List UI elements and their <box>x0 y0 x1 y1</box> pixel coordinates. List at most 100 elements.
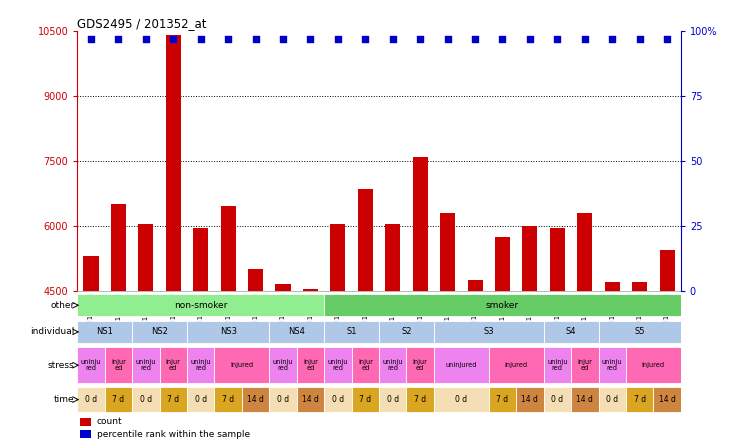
Text: uninju
red: uninju red <box>135 359 156 372</box>
Text: injur
ed: injur ed <box>111 359 126 372</box>
Point <box>579 36 591 43</box>
Bar <box>626 387 654 412</box>
Bar <box>324 387 352 412</box>
Bar <box>379 387 406 412</box>
Bar <box>297 387 324 412</box>
Bar <box>160 387 187 412</box>
Text: injured: injured <box>642 362 665 368</box>
Point <box>332 36 344 43</box>
Point <box>524 36 536 43</box>
Bar <box>598 347 626 383</box>
Bar <box>544 321 598 343</box>
Text: NS2: NS2 <box>151 327 168 337</box>
Point <box>277 36 289 43</box>
Text: uninju
red: uninju red <box>328 359 348 372</box>
Bar <box>626 347 681 383</box>
Text: uninju
red: uninju red <box>383 359 403 372</box>
Point <box>359 36 371 43</box>
Text: time: time <box>54 395 74 404</box>
Text: uninju
red: uninju red <box>547 359 567 372</box>
Bar <box>352 347 379 383</box>
Point <box>222 36 234 43</box>
Point <box>414 36 426 43</box>
Bar <box>187 321 269 343</box>
Text: 0 d: 0 d <box>140 395 152 404</box>
Bar <box>659 250 675 291</box>
Text: uninju
red: uninju red <box>602 359 623 372</box>
Bar <box>138 224 153 291</box>
Text: uninju
red: uninju red <box>273 359 293 372</box>
Text: injured: injured <box>230 362 253 368</box>
Bar <box>303 289 318 291</box>
Text: S4: S4 <box>566 327 576 337</box>
Point <box>140 36 152 43</box>
Bar <box>489 347 544 383</box>
Text: 0 d: 0 d <box>194 395 207 404</box>
Bar <box>330 224 345 291</box>
Point <box>606 36 618 43</box>
Text: S3: S3 <box>484 327 494 337</box>
Point <box>113 36 124 43</box>
Text: injur
ed: injur ed <box>413 359 428 372</box>
Bar <box>605 282 620 291</box>
Bar <box>598 321 681 343</box>
Bar <box>269 347 297 383</box>
Bar <box>544 347 571 383</box>
Text: uninjured: uninjured <box>445 362 477 368</box>
Text: 7 d: 7 d <box>496 395 509 404</box>
Text: 0 d: 0 d <box>386 395 399 404</box>
Bar <box>132 321 187 343</box>
Point <box>195 36 207 43</box>
Bar <box>406 347 434 383</box>
Text: 7 d: 7 d <box>167 395 180 404</box>
Point <box>497 36 509 43</box>
Bar <box>379 347 406 383</box>
Bar <box>413 157 428 291</box>
Bar <box>434 387 489 412</box>
Text: S5: S5 <box>634 327 645 337</box>
Point <box>387 36 399 43</box>
Text: S1: S1 <box>347 327 357 337</box>
Text: S2: S2 <box>401 327 411 337</box>
Point <box>661 36 673 43</box>
Text: 7 d: 7 d <box>634 395 645 404</box>
Text: percentile rank within the sample: percentile rank within the sample <box>96 430 250 439</box>
Bar <box>516 387 544 412</box>
Text: 14 d: 14 d <box>302 395 319 404</box>
Point <box>634 36 645 43</box>
Text: 0 d: 0 d <box>277 395 289 404</box>
Bar <box>632 282 647 291</box>
Bar <box>523 226 537 291</box>
Bar <box>324 294 681 316</box>
Point <box>305 36 316 43</box>
Bar <box>221 206 236 291</box>
Bar <box>571 347 598 383</box>
Point <box>551 36 563 43</box>
Text: 0 d: 0 d <box>85 395 97 404</box>
Bar <box>77 347 105 383</box>
Bar <box>214 387 242 412</box>
Text: other: other <box>50 301 74 310</box>
Point <box>167 36 179 43</box>
Point <box>442 36 453 43</box>
Bar <box>105 347 132 383</box>
Bar <box>544 387 571 412</box>
Bar <box>80 430 91 438</box>
Bar <box>495 237 510 291</box>
Bar <box>77 321 132 343</box>
Text: NS1: NS1 <box>96 327 113 337</box>
Bar <box>324 347 352 383</box>
Text: 14 d: 14 d <box>522 395 538 404</box>
Bar <box>379 321 434 343</box>
Bar <box>105 387 132 412</box>
Text: smoker: smoker <box>486 301 519 310</box>
Bar <box>324 321 379 343</box>
Bar <box>83 256 99 291</box>
Bar <box>467 280 483 291</box>
Text: non-smoker: non-smoker <box>174 301 227 310</box>
Text: individual: individual <box>30 327 74 337</box>
Text: NS4: NS4 <box>289 327 305 337</box>
Text: 7 d: 7 d <box>359 395 372 404</box>
Text: NS3: NS3 <box>219 327 237 337</box>
Text: 0 d: 0 d <box>551 395 564 404</box>
